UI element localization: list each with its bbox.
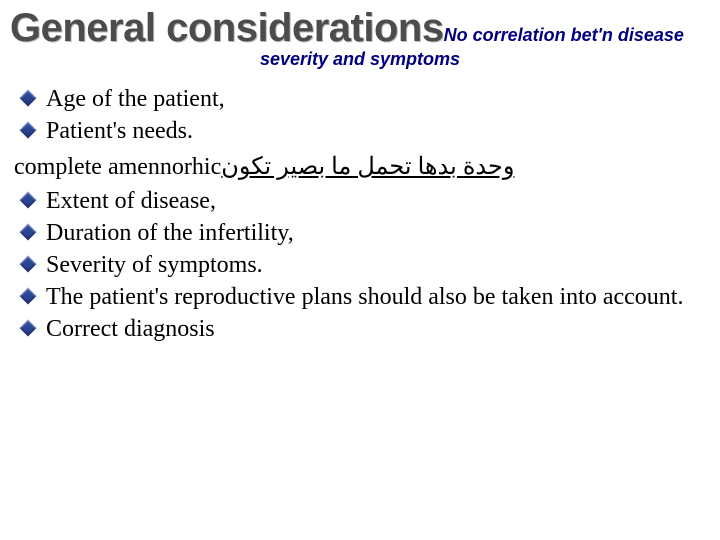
list-item: Patient's needs. <box>22 116 710 146</box>
slide-content: Age of the patient, Patient's needs. com… <box>0 70 720 344</box>
list-item: Extent of disease, <box>22 186 710 216</box>
list-item: Severity of symptoms. <box>22 250 710 280</box>
list-item: Age of the patient, <box>22 84 710 114</box>
mid-text-left: complete amennorhic <box>14 154 221 180</box>
subtitle-part2: severity and symptoms <box>0 49 720 70</box>
subtitle-part1: No correlation bet'n disease <box>444 25 684 45</box>
bullet-list-1: Age of the patient, Patient's needs. <box>10 84 710 146</box>
mid-text-arabic: وحدة بدها تحمل ما بصير تكون <box>221 154 514 180</box>
slide-title: General considerations <box>10 6 444 50</box>
title-row: General considerationsNo correlation bet… <box>0 0 720 51</box>
list-item: The patient's reproductive plans should … <box>22 282 710 312</box>
list-item: Duration of the infertility, <box>22 218 710 248</box>
list-item: Correct diagnosis <box>22 314 710 344</box>
bullet-list-2: Extent of disease, Duration of the infer… <box>10 186 710 344</box>
mid-text-line: complete amennorhicوحدة بدها تحمل ما بصي… <box>10 148 710 186</box>
